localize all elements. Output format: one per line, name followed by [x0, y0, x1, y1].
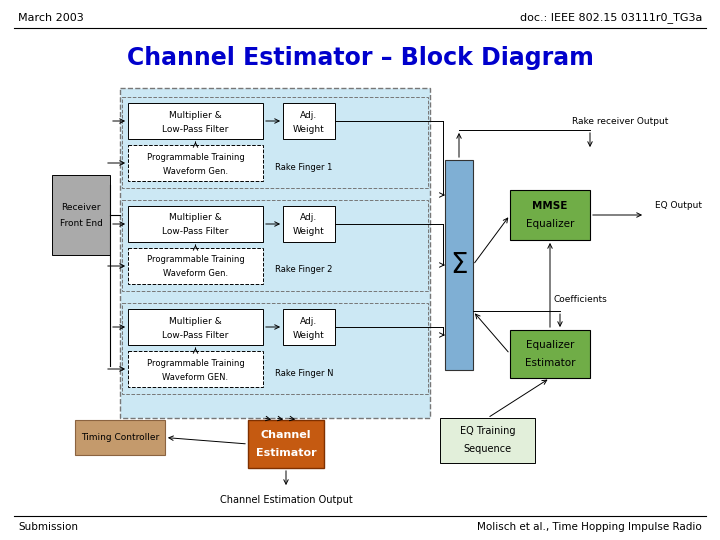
Text: Programmable Training: Programmable Training: [147, 152, 244, 161]
Text: MMSE: MMSE: [532, 201, 567, 211]
Bar: [445, 160, 473, 370]
Text: Molisch et al., Time Hopping Impulse Radio: Molisch et al., Time Hopping Impulse Rad…: [477, 522, 702, 532]
Text: EQ Training: EQ Training: [460, 427, 516, 436]
Bar: [120, 88, 430, 418]
Bar: [510, 190, 590, 240]
Text: Channel: Channel: [261, 430, 311, 440]
Text: Weight: Weight: [293, 125, 325, 133]
Text: Weight: Weight: [293, 330, 325, 340]
Text: Programmable Training: Programmable Training: [147, 255, 244, 265]
Text: Multiplier &: Multiplier &: [169, 213, 222, 222]
Text: Multiplier &: Multiplier &: [169, 111, 222, 119]
Text: Adj.: Adj.: [300, 111, 318, 119]
Text: Adj.: Adj.: [300, 316, 318, 326]
Text: Front End: Front End: [60, 219, 102, 227]
Text: Sequence: Sequence: [464, 444, 512, 455]
Text: Programmable Training: Programmable Training: [147, 359, 244, 368]
Text: Estimator: Estimator: [525, 358, 575, 368]
Bar: [283, 103, 335, 139]
Text: Low-Pass Filter: Low-Pass Filter: [162, 227, 229, 237]
Text: doc.: IEEE 802.15 03111r0_TG3a: doc.: IEEE 802.15 03111r0_TG3a: [520, 12, 702, 23]
Text: EQ Output: EQ Output: [655, 201, 702, 211]
Bar: [122, 97, 428, 188]
Text: March 2003: March 2003: [18, 13, 84, 23]
Bar: [283, 309, 335, 345]
Bar: [128, 351, 263, 387]
Text: Rake Finger 2: Rake Finger 2: [275, 266, 333, 274]
Bar: [75, 420, 165, 455]
Text: Receiver: Receiver: [61, 202, 101, 212]
Text: Timing Controller: Timing Controller: [81, 433, 159, 442]
Text: Channel Estimation Output: Channel Estimation Output: [220, 495, 352, 505]
Bar: [128, 248, 263, 284]
Text: Channel Estimator – Block Diagram: Channel Estimator – Block Diagram: [127, 46, 593, 70]
Text: Σ: Σ: [450, 251, 468, 279]
Text: Rake Finger N: Rake Finger N: [275, 368, 333, 377]
Bar: [52, 175, 110, 255]
Text: Rake receiver Output: Rake receiver Output: [572, 118, 668, 126]
Bar: [122, 200, 428, 291]
Text: Low-Pass Filter: Low-Pass Filter: [162, 330, 229, 340]
Bar: [128, 145, 263, 181]
Text: Multiplier &: Multiplier &: [169, 316, 222, 326]
Text: Coefficients: Coefficients: [553, 295, 607, 305]
Bar: [128, 309, 263, 345]
Text: Estimator: Estimator: [256, 448, 316, 458]
Text: Waveform GEN.: Waveform GEN.: [163, 373, 228, 381]
Bar: [128, 103, 263, 139]
Text: Adj.: Adj.: [300, 213, 318, 222]
Bar: [283, 206, 335, 242]
Text: Equalizer: Equalizer: [526, 219, 574, 229]
Text: Rake Finger 1: Rake Finger 1: [275, 163, 333, 172]
Text: Waveform Gen.: Waveform Gen.: [163, 166, 228, 176]
Text: Low-Pass Filter: Low-Pass Filter: [162, 125, 229, 133]
Text: Waveform Gen.: Waveform Gen.: [163, 269, 228, 279]
Bar: [122, 303, 428, 394]
Bar: [248, 420, 324, 468]
Bar: [128, 206, 263, 242]
Bar: [440, 418, 535, 463]
Text: Equalizer: Equalizer: [526, 340, 574, 350]
Text: Weight: Weight: [293, 227, 325, 237]
Bar: [510, 330, 590, 378]
Text: Submission: Submission: [18, 522, 78, 532]
